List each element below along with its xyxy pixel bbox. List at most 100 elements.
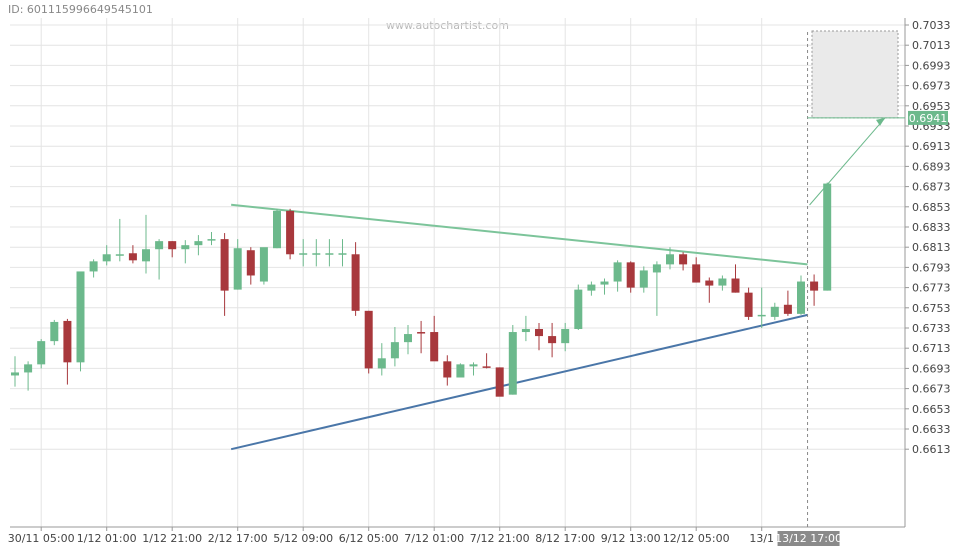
y-tick-label: 0.6893 [912, 160, 951, 173]
y-tick-label: 0.6993 [912, 59, 951, 72]
forecast-arrowhead [876, 117, 885, 126]
candle-up [797, 281, 805, 314]
candle-up [259, 247, 268, 282]
y-tick-label: 0.6733 [912, 322, 951, 335]
resistance-line [231, 203, 808, 266]
y-axis-labels: 0.70330.70130.69930.69730.69530.69330.69… [908, 19, 951, 456]
y-tick-label: 0.6973 [912, 80, 951, 93]
candle-down [535, 329, 543, 337]
y-tick-label: 0.6673 [912, 383, 951, 396]
candle-up [377, 358, 386, 369]
forecast-arrow [809, 117, 886, 206]
candle-up [207, 239, 216, 241]
y-tick-label: 0.6653 [912, 403, 951, 416]
candle-up [181, 245, 190, 250]
candle-up [50, 321, 59, 342]
y-tick-label: 0.6953 [912, 100, 951, 113]
target-price-label: 0.6941 [909, 112, 948, 125]
y-tick-label: 0.6913 [912, 140, 951, 153]
candle-up [652, 264, 661, 273]
candle-up [823, 183, 832, 291]
axes [10, 18, 909, 531]
candle-up [155, 241, 164, 250]
candle-down [168, 241, 177, 250]
candle-up [115, 254, 124, 256]
candle-down [430, 332, 439, 362]
candle-up [338, 253, 347, 255]
forecast-overlay [807, 30, 905, 527]
candle-down [783, 304, 792, 314]
x-tick-label: 13/1 [749, 532, 774, 545]
candle-up [404, 334, 412, 343]
candle-down [495, 367, 504, 397]
x-tick-label: 9/12 13:00 [601, 532, 661, 545]
candle-down [220, 239, 229, 291]
candle-down [731, 278, 740, 293]
candle-up [24, 364, 33, 373]
x-tick-label: 6/12 05:00 [339, 532, 399, 545]
candle-up [299, 253, 308, 255]
candle-up [390, 342, 399, 359]
support-line [230, 313, 808, 451]
candles [11, 182, 832, 397]
candle-up [325, 253, 334, 255]
candle-up [194, 241, 203, 246]
x-tick-label: 7/12 21:00 [470, 532, 530, 545]
y-tick-label: 0.6813 [912, 241, 951, 254]
y-tick-label: 0.7013 [912, 39, 951, 52]
candle-up [233, 248, 242, 290]
x-tick-label: 2/12 17:00 [208, 532, 268, 545]
grid-lines [10, 18, 905, 527]
y-tick-label: 0.6633 [912, 423, 951, 436]
x-tick-label: 5/12 09:00 [273, 532, 333, 545]
y-tick-label: 0.6693 [912, 362, 951, 375]
current-time-tag [777, 531, 840, 546]
candle-up [666, 254, 674, 265]
y-tick-label: 0.6793 [912, 261, 951, 274]
candle-down [810, 281, 819, 291]
candle-down [246, 250, 255, 276]
candle-down [286, 210, 295, 255]
x-tick-label: 30/11 05:00 [8, 532, 75, 545]
candle-down [548, 336, 557, 344]
chart-id-label: ID: 601115996649545101 [8, 3, 153, 16]
x-tick-label: 8/12 17:00 [535, 532, 595, 545]
candle-up [613, 262, 622, 282]
y-tick-label: 0.6773 [912, 282, 951, 295]
x-tick-label: 1/12 21:00 [142, 532, 202, 545]
candle-up [574, 289, 583, 330]
candle-up [600, 281, 609, 285]
x-axis-labels: 30/11 05:00 1/12 01:00 1/12 21:00 2/12 17:0… [8, 531, 842, 546]
candle-up [76, 271, 85, 363]
candle-up [757, 314, 766, 317]
candle-down [692, 264, 701, 283]
candle-down [482, 366, 491, 368]
candle-down [128, 253, 137, 261]
x-tick-label: 7/12 01:00 [404, 532, 464, 545]
candle-up [37, 341, 46, 365]
candle-up [587, 284, 596, 291]
candle-down [679, 254, 688, 265]
candle-up [508, 332, 517, 395]
candle-down [626, 262, 635, 288]
candle-down [744, 292, 753, 317]
candle-down [443, 361, 452, 378]
candle-up [312, 253, 321, 255]
candle-up [521, 329, 530, 333]
candle-up [89, 261, 98, 272]
candle-up [718, 278, 727, 286]
candle-up [456, 364, 465, 378]
forecast-zone [811, 30, 899, 119]
candle-down [417, 332, 426, 334]
candle-up [770, 306, 779, 317]
x-tick-label: 12/12 05:00 [663, 532, 730, 545]
y-tick-label: 0.6873 [912, 181, 951, 194]
trend-lines [230, 203, 808, 451]
y-tick-label: 0.7033 [912, 19, 951, 32]
candle-up [561, 329, 570, 344]
x-tick-label: 1/12 01:00 [77, 532, 137, 545]
candle-down [364, 310, 373, 369]
candle-up [273, 210, 281, 249]
y-tick-label: 0.6613 [912, 443, 951, 456]
